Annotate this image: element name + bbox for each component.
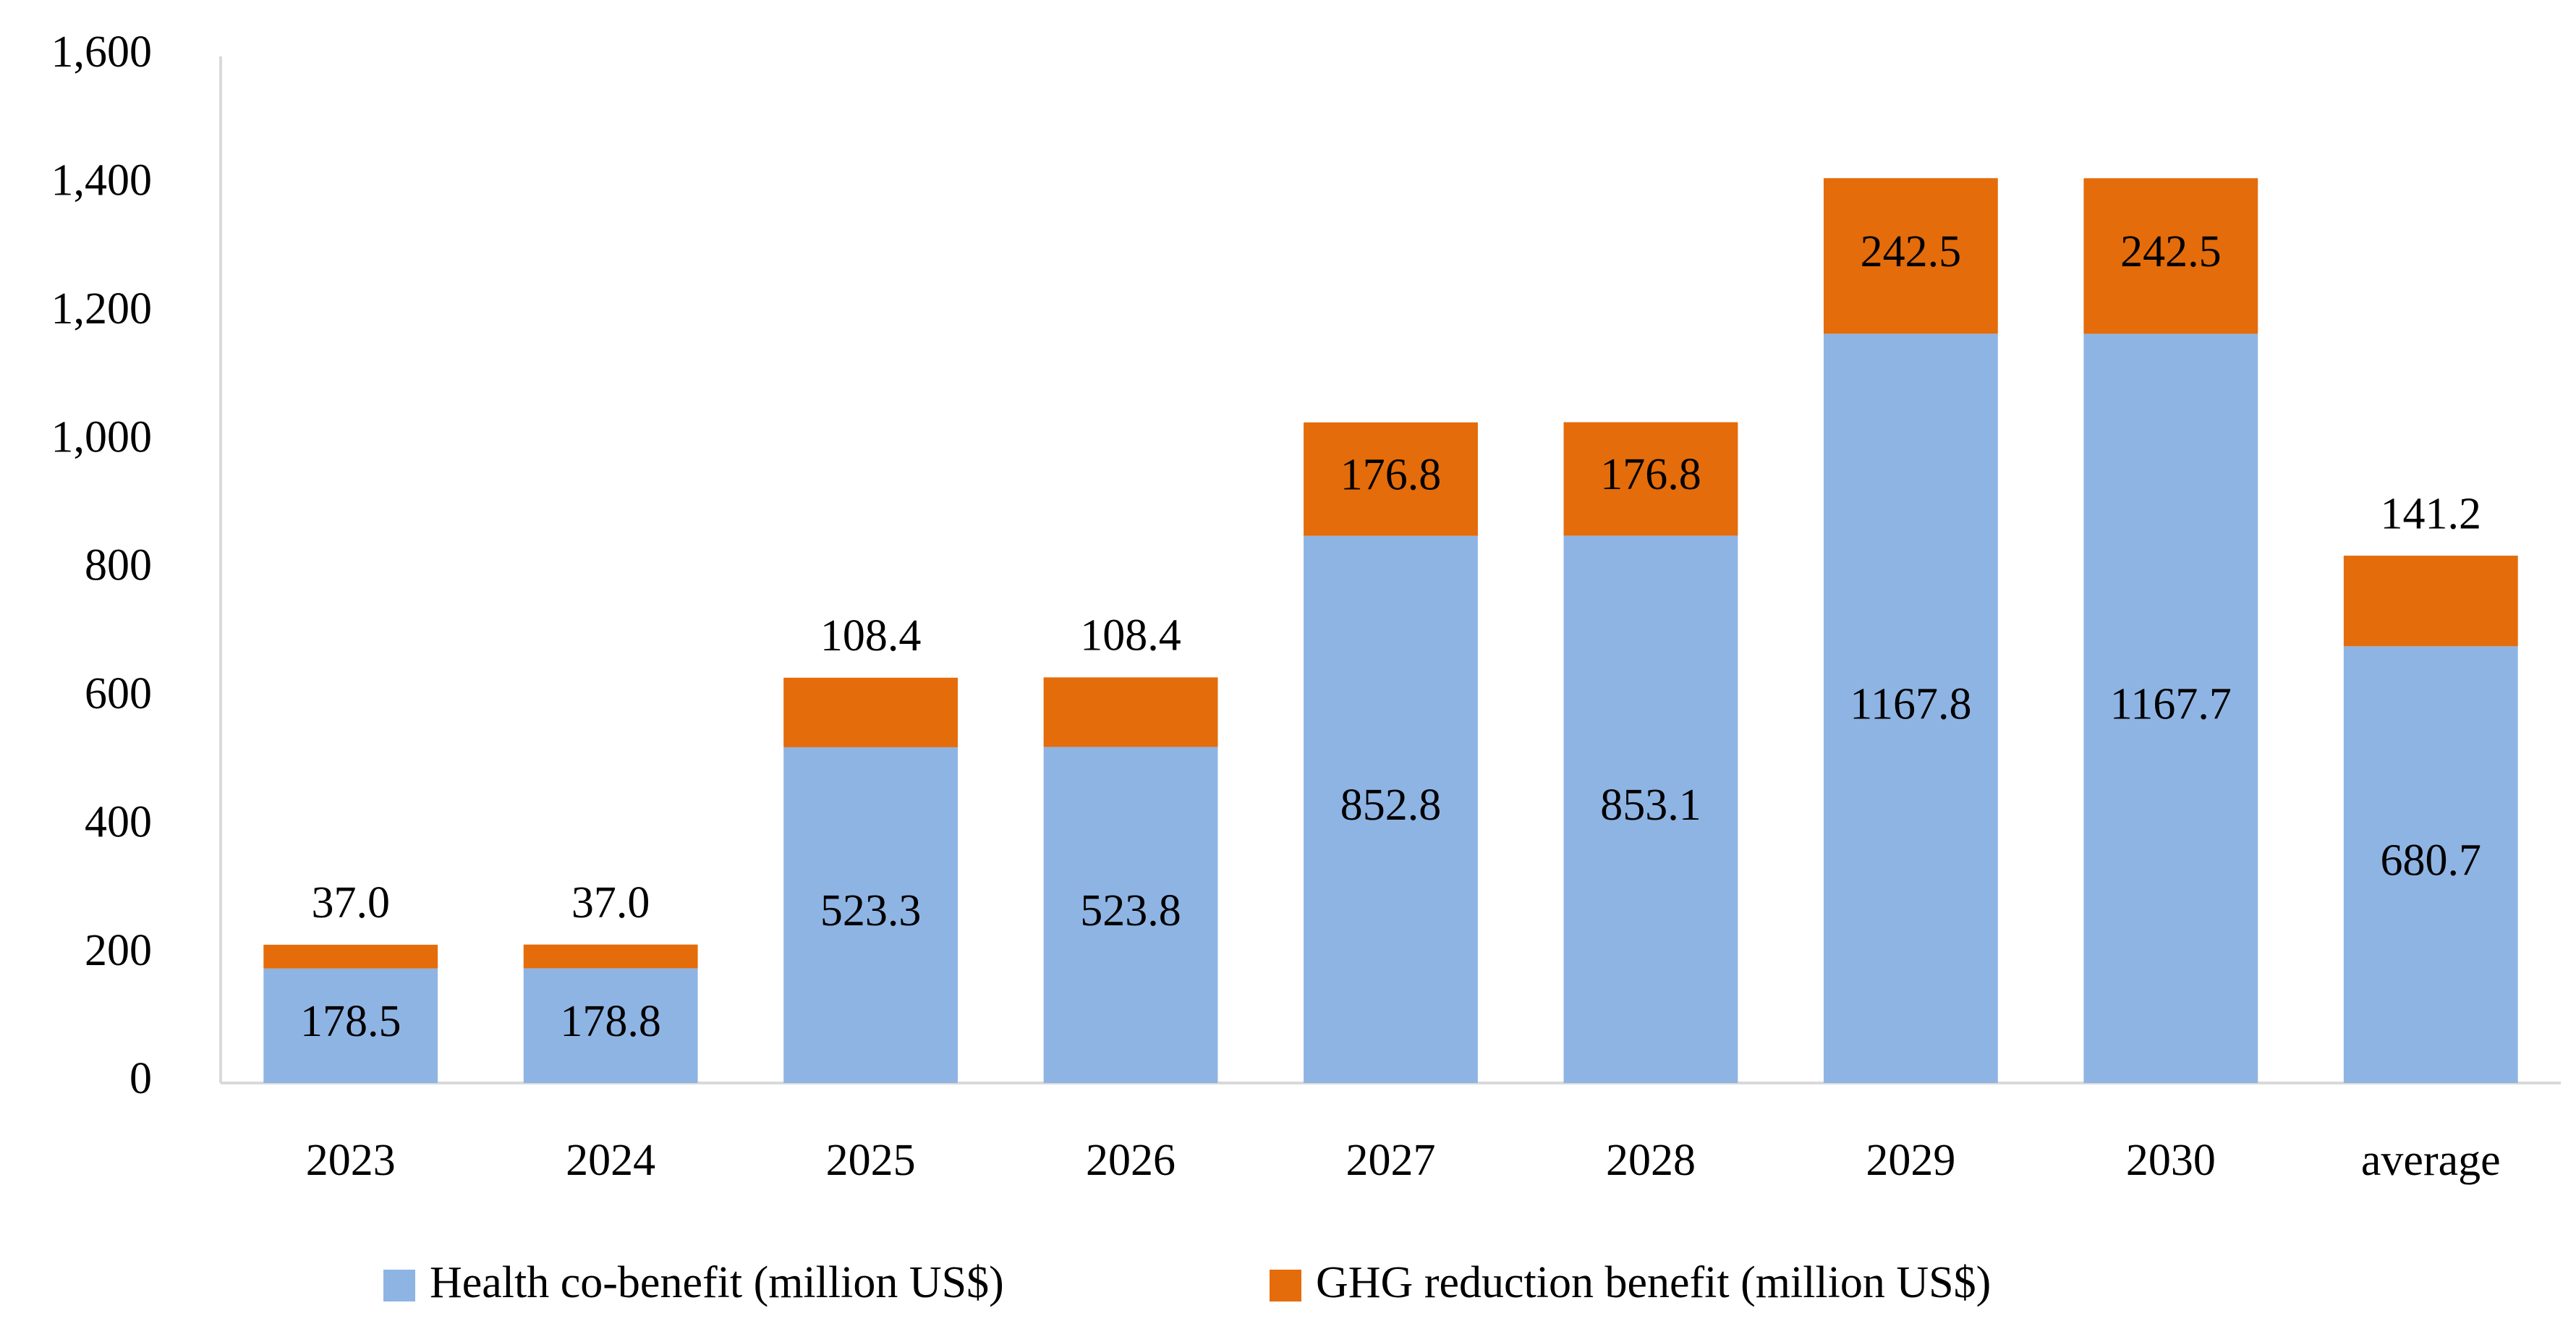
y-tick-label: 1,200	[51, 284, 153, 334]
bar-health-co-benefit	[783, 747, 958, 1083]
data-label-health: 680.7	[2381, 836, 2482, 885]
x-axis-ticks: 2023 2024 2025 2026 2027 2028 2029 2030 average	[306, 1136, 2501, 1185]
data-label-ghg: 176.8	[1340, 451, 1442, 500]
y-tick-label: 200	[85, 926, 152, 975]
bar-health-co-benefit	[1563, 535, 1738, 1083]
bar-health-co-benefit	[1043, 747, 1218, 1083]
y-tick-label: 1,400	[51, 156, 153, 205]
bar-ghg-reduction-benefit	[1304, 422, 1478, 536]
bar-health-co-benefit	[1304, 535, 1478, 1083]
bar-ghg-reduction-benefit	[1563, 422, 1738, 536]
data-label-ghg: 176.8	[1600, 450, 1701, 499]
legend-label: Health co-benefit (million US$)	[430, 1258, 1004, 1307]
bar-health-co-benefit	[2343, 646, 2518, 1083]
legend-swatch	[383, 1270, 415, 1301]
y-tick-label: 1,600	[51, 27, 153, 77]
bar-health-co-benefit	[523, 968, 698, 1083]
bar-ghg-reduction-benefit	[263, 944, 438, 969]
data-label-ghg: 108.4	[820, 611, 922, 661]
y-tick-label: 0	[129, 1054, 152, 1103]
data-label-health: 852.8	[1340, 781, 1442, 830]
bar-ghg-reduction-benefit	[2343, 556, 2518, 647]
data-label-ghg: 108.4	[1080, 611, 1181, 661]
bar-ghg-reduction-benefit	[2083, 178, 2258, 334]
x-tick-label: 2028	[1606, 1136, 1696, 1185]
data-label-health: 1167.8	[1850, 679, 1971, 729]
bar-health-co-benefit	[1823, 334, 1998, 1083]
data-label-health: 178.5	[300, 997, 401, 1046]
data-label-ghg: 242.5	[1861, 227, 1962, 276]
data-label-health: 853.1	[1600, 781, 1701, 830]
y-axis-ticks: 0 200 400 600 800 1,000 1,200 1,400 1,600	[51, 27, 153, 1103]
data-label-ghg: 242.5	[2120, 227, 2222, 276]
bar-ghg-reduction-benefit	[783, 677, 958, 747]
y-tick-label: 1,000	[51, 412, 153, 462]
data-label-ghg: 141.2	[2381, 489, 2482, 538]
x-tick-label: 2029	[1866, 1136, 1955, 1185]
bar-health-co-benefit	[2083, 334, 2258, 1084]
legend: Health co-benefit (million US$) GHG reduc…	[383, 1258, 1991, 1307]
data-label-health: 523.8	[1080, 886, 1181, 935]
data-label-health: 523.3	[820, 886, 922, 935]
x-tick-label: 2026	[1086, 1136, 1176, 1185]
bar-health-co-benefit	[263, 968, 438, 1083]
bar-ghg-reduction-benefit	[1043, 677, 1218, 747]
x-tick-label: 2027	[1346, 1136, 1436, 1185]
x-tick-label: 2023	[306, 1136, 396, 1185]
x-tick-label: 2025	[826, 1136, 916, 1185]
bars: 178.5 37.0 178.8 37.0 523.3 108.4 523.8 108.4 85…	[263, 178, 2518, 1084]
bar-ghg-reduction-benefit	[1823, 178, 1998, 334]
x-tick-label: 2024	[566, 1136, 655, 1185]
x-tick-label: 2030	[2126, 1136, 2216, 1185]
legend-swatch	[1270, 1270, 1301, 1301]
y-tick-label: 600	[85, 669, 152, 718]
x-tick-label: average	[2361, 1136, 2501, 1185]
legend-label: GHG reduction benefit (million US$)	[1316, 1258, 1991, 1307]
y-tick-label: 800	[85, 541, 152, 590]
bar-ghg-reduction-benefit	[523, 944, 698, 969]
data-label-ghg: 37.0	[311, 878, 390, 927]
data-label-health: 1167.7	[2110, 679, 2232, 729]
y-tick-label: 400	[85, 797, 152, 846]
data-label-health: 178.8	[560, 997, 661, 1046]
data-label-ghg: 37.0	[571, 878, 650, 927]
